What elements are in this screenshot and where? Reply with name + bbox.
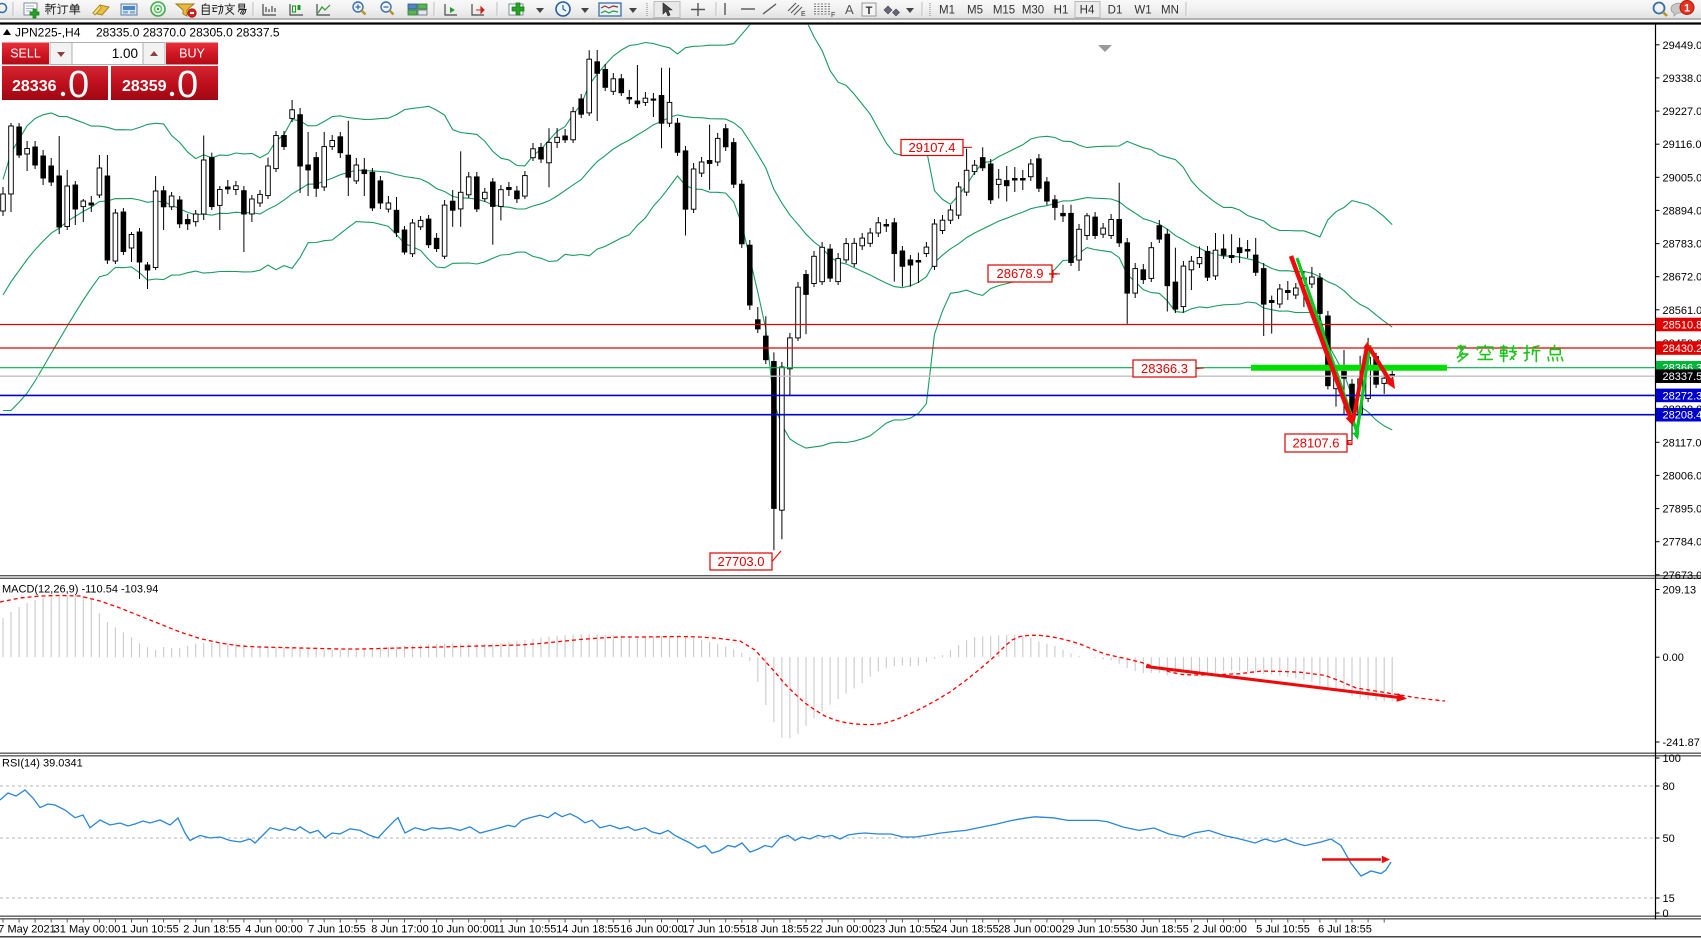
svg-text:7 May 2021: 7 May 2021 (0, 924, 56, 936)
svg-text:30 Jun 18:55: 30 Jun 18:55 (1125, 924, 1189, 936)
svg-text:29227.0: 29227.0 (1663, 106, 1701, 118)
svg-text:29338.0: 29338.0 (1663, 73, 1701, 85)
svg-text:100: 100 (1663, 753, 1681, 765)
svg-text:BUY: BUY (179, 47, 205, 61)
svg-text:M30: M30 (1022, 5, 1044, 17)
svg-text:80: 80 (1663, 781, 1675, 793)
svg-text:28117.0: 28117.0 (1663, 437, 1701, 449)
svg-text:28672.0: 28672.0 (1663, 272, 1701, 284)
svg-text:16 Jun 00:00: 16 Jun 00:00 (620, 924, 684, 936)
svg-text:MACD(12,26,9) -110.54 -103.94: MACD(12,26,9) -110.54 -103.94 (2, 584, 158, 596)
svg-text:D1: D1 (1108, 5, 1123, 17)
svg-text:28359: 28359 (122, 78, 167, 95)
svg-text:F: F (831, 12, 835, 19)
svg-text:29005.0: 29005.0 (1663, 172, 1701, 184)
svg-text:28678.9: 28678.9 (997, 266, 1044, 281)
svg-text:T: T (866, 5, 873, 17)
svg-text:22 Jun 00:00: 22 Jun 00:00 (810, 924, 874, 936)
svg-text:28783.0: 28783.0 (1663, 239, 1701, 251)
svg-text:28336: 28336 (12, 78, 57, 95)
svg-text:M15: M15 (993, 5, 1015, 17)
svg-text:28337.5: 28337.5 (1663, 371, 1701, 383)
svg-text:2 Jul 00:00: 2 Jul 00:00 (1193, 924, 1247, 936)
svg-text:1.00: 1.00 (112, 46, 138, 61)
svg-text:27784.0: 27784.0 (1663, 537, 1701, 549)
svg-text:10 Jun 00:00: 10 Jun 00:00 (431, 924, 495, 936)
svg-text:M1: M1 (939, 5, 955, 17)
svg-text:6 Jul 18:55: 6 Jul 18:55 (1318, 924, 1372, 936)
svg-text:28430.2: 28430.2 (1663, 343, 1701, 355)
svg-text:28006.0: 28006.0 (1663, 470, 1701, 482)
svg-text:4 Jun 00:00: 4 Jun 00:00 (245, 924, 303, 936)
svg-text:1: 1 (1684, 3, 1690, 15)
svg-text:28 Jun 00:00: 28 Jun 00:00 (998, 924, 1062, 936)
svg-text:15: 15 (1663, 893, 1675, 905)
svg-text:0: 0 (68, 64, 89, 106)
svg-text:28272.3: 28272.3 (1663, 390, 1701, 402)
svg-text:2 Jun 18:55: 2 Jun 18:55 (183, 924, 241, 936)
svg-text:28107.6: 28107.6 (1293, 436, 1340, 451)
svg-text:0: 0 (1663, 908, 1669, 920)
svg-text:7 Jun 10:55: 7 Jun 10:55 (308, 924, 366, 936)
svg-text:RSI(14) 39.0341: RSI(14) 39.0341 (2, 758, 83, 770)
svg-text:5 Jul 10:55: 5 Jul 10:55 (1256, 924, 1310, 936)
svg-text:W1: W1 (1134, 5, 1151, 17)
svg-text:0: 0 (177, 64, 198, 106)
svg-text:29116.0: 29116.0 (1663, 139, 1701, 151)
svg-text:E: E (801, 11, 806, 18)
svg-text:MN: MN (1161, 5, 1179, 17)
svg-text:23 Jun 10:55: 23 Jun 10:55 (873, 924, 937, 936)
svg-text:209.13: 209.13 (1663, 585, 1697, 597)
svg-text:-241.87: -241.87 (1663, 737, 1700, 749)
svg-text:24 Jun 18:55: 24 Jun 18:55 (935, 924, 999, 936)
svg-text:27673.0: 27673.0 (1663, 570, 1701, 582)
svg-text:29 Jun 10:55: 29 Jun 10:55 (1062, 924, 1126, 936)
svg-text:11 Jun 10:55: 11 Jun 10:55 (494, 924, 557, 936)
svg-text:H1: H1 (1054, 5, 1069, 17)
svg-text:0.00: 0.00 (1663, 652, 1684, 664)
svg-text:28335.0 28370.0 28305.0 28337.: 28335.0 28370.0 28305.0 28337.5 (96, 26, 280, 40)
svg-text:H4: H4 (1080, 5, 1095, 17)
svg-text:31 May 00:00: 31 May 00:00 (54, 924, 121, 936)
svg-text:28366.3: 28366.3 (1141, 361, 1188, 376)
svg-text:29107.4: 29107.4 (909, 140, 956, 155)
svg-text:28894.0: 28894.0 (1663, 205, 1701, 217)
svg-text:28561.0: 28561.0 (1663, 305, 1701, 317)
svg-text:17 Jun 10:55: 17 Jun 10:55 (682, 924, 746, 936)
svg-text:A: A (845, 2, 854, 17)
svg-text:8 Jun 17:00: 8 Jun 17:00 (371, 924, 429, 936)
svg-text:27703.0: 27703.0 (718, 554, 765, 569)
svg-text:28208.4: 28208.4 (1663, 410, 1701, 422)
svg-text:1 Jun 10:55: 1 Jun 10:55 (121, 924, 179, 936)
svg-text:14 Jun 18:55: 14 Jun 18:55 (556, 924, 620, 936)
svg-text:SELL: SELL (10, 47, 41, 61)
svg-text:27895.0: 27895.0 (1663, 504, 1701, 516)
svg-text:29449.0: 29449.0 (1663, 40, 1701, 52)
svg-text:M5: M5 (967, 5, 983, 17)
svg-text:18 Jun 18:55: 18 Jun 18:55 (745, 924, 809, 936)
svg-text:JPN225-,H4: JPN225-,H4 (15, 26, 81, 40)
svg-text:50: 50 (1663, 833, 1675, 845)
svg-text:28510.8: 28510.8 (1663, 320, 1701, 332)
